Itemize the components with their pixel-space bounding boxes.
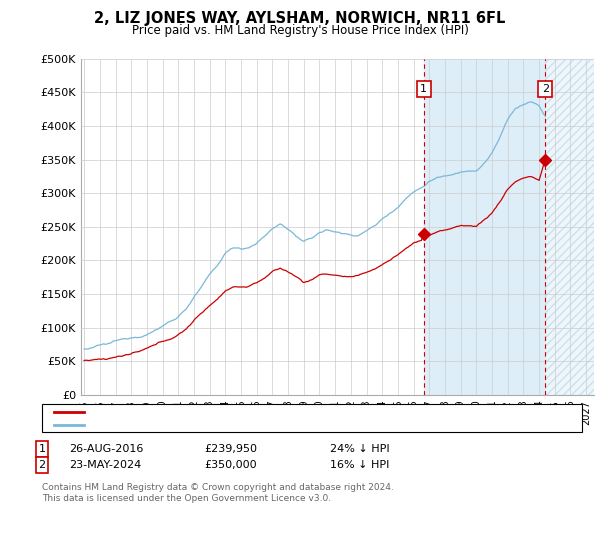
Text: 2, LIZ JONES WAY, AYLSHAM, NORWICH, NR11 6FL (detached house): 2, LIZ JONES WAY, AYLSHAM, NORWICH, NR11… (90, 407, 430, 417)
Text: 23-MAY-2024: 23-MAY-2024 (69, 460, 141, 470)
Bar (424, 59, 545, 395)
Bar (545, 59, 594, 395)
Text: Price paid vs. HM Land Registry's House Price Index (HPI): Price paid vs. HM Land Registry's House … (131, 24, 469, 36)
Bar (545, 59, 594, 395)
Text: 26-AUG-2016: 26-AUG-2016 (69, 444, 143, 454)
Text: 16% ↓ HPI: 16% ↓ HPI (330, 460, 389, 470)
Text: 24% ↓ HPI: 24% ↓ HPI (330, 444, 389, 454)
Text: Contains HM Land Registry data © Crown copyright and database right 2024.: Contains HM Land Registry data © Crown c… (42, 483, 394, 492)
Text: 2: 2 (542, 84, 549, 94)
Text: This data is licensed under the Open Government Licence v3.0.: This data is licensed under the Open Gov… (42, 494, 331, 503)
Text: 2: 2 (38, 460, 46, 470)
Text: 1: 1 (38, 444, 46, 454)
Text: £350,000: £350,000 (204, 460, 257, 470)
Text: 2, LIZ JONES WAY, AYLSHAM, NORWICH, NR11 6FL: 2, LIZ JONES WAY, AYLSHAM, NORWICH, NR11… (94, 11, 506, 26)
Text: £239,950: £239,950 (204, 444, 257, 454)
Text: HPI: Average price, detached house, Broadland: HPI: Average price, detached house, Broa… (90, 420, 325, 430)
Text: 1: 1 (420, 84, 427, 94)
